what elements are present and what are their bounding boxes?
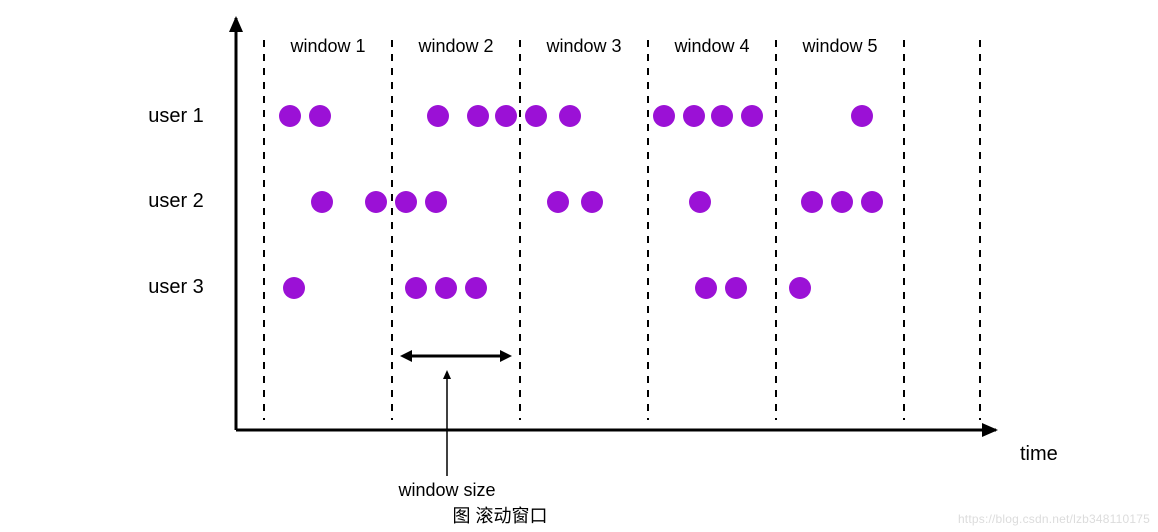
event-dot xyxy=(395,191,417,213)
event-dot xyxy=(851,105,873,127)
figure-caption: 图 滚动窗口 xyxy=(452,506,547,526)
event-dot xyxy=(427,105,449,127)
event-dot xyxy=(467,105,489,127)
event-dot xyxy=(279,105,301,127)
event-dot xyxy=(581,191,603,213)
event-dot xyxy=(495,105,517,127)
event-dot xyxy=(789,277,811,299)
window-label: window 3 xyxy=(545,36,621,56)
bg xyxy=(0,0,1158,532)
row-label: user 3 xyxy=(148,276,204,298)
event-dot xyxy=(525,105,547,127)
event-dot xyxy=(695,277,717,299)
event-dot xyxy=(309,105,331,127)
window-label: window 5 xyxy=(801,36,877,56)
event-dot xyxy=(559,105,581,127)
event-dot xyxy=(741,105,763,127)
event-dot xyxy=(711,105,733,127)
row-label: user 1 xyxy=(148,105,204,127)
event-dot xyxy=(725,277,747,299)
event-dot xyxy=(831,191,853,213)
event-dot xyxy=(683,105,705,127)
event-dot xyxy=(547,191,569,213)
event-dot xyxy=(435,277,457,299)
row-label: user 2 xyxy=(148,190,204,212)
window-label: window 1 xyxy=(289,36,365,56)
event-dot xyxy=(689,191,711,213)
event-dot xyxy=(283,277,305,299)
event-dot xyxy=(311,191,333,213)
event-dot xyxy=(465,277,487,299)
event-dot xyxy=(861,191,883,213)
event-dot xyxy=(425,191,447,213)
watermark-text: https://blog.csdn.net/lzb348110175 xyxy=(958,512,1150,526)
window-label: window 4 xyxy=(673,36,749,56)
event-dot xyxy=(365,191,387,213)
event-dot xyxy=(405,277,427,299)
window-label: window 2 xyxy=(417,36,493,56)
event-dot xyxy=(653,105,675,127)
event-dot xyxy=(801,191,823,213)
window-size-label: window size xyxy=(397,480,495,500)
x-axis-label: time xyxy=(1020,443,1058,465)
